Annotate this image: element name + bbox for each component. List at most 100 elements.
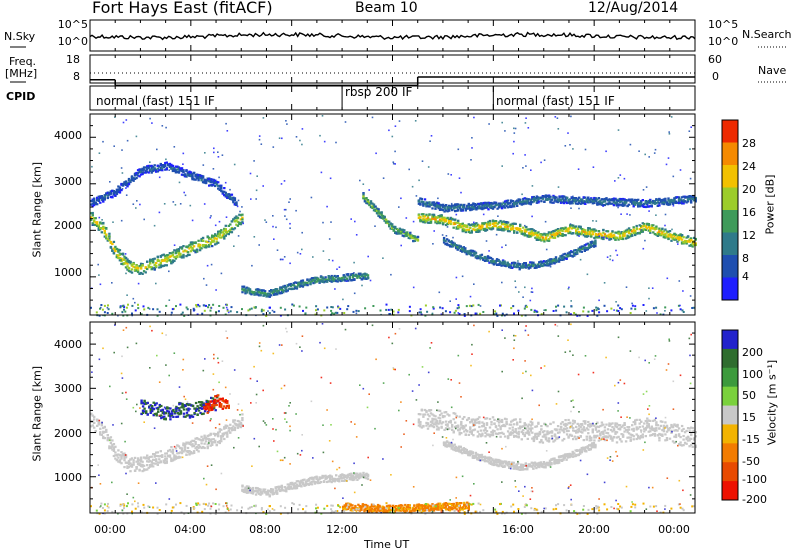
data-cell: [521, 266, 524, 269]
data-cell: [130, 271, 134, 274]
data-cell: [527, 267, 530, 270]
data-cell: [434, 221, 437, 224]
data-cell: [96, 224, 99, 227]
data-cell: [573, 226, 576, 230]
data-cell: [403, 231, 405, 233]
data-cell: [227, 406, 230, 409]
data-cell: [226, 309, 229, 312]
data-cell: [221, 192, 224, 195]
data-cell: [592, 220, 594, 222]
data-cell: [214, 404, 217, 407]
data-cell: [99, 221, 102, 224]
data-cell: [283, 286, 286, 289]
data-cell: [441, 203, 445, 206]
data-cell: [341, 279, 344, 282]
data-cell: [671, 237, 675, 240]
data-cell: [198, 249, 202, 252]
data-cell: [152, 168, 155, 171]
data-cell: [627, 231, 631, 234]
data-cell: [233, 216, 237, 219]
data-cell: [151, 122, 153, 124]
data-cell: [159, 168, 162, 171]
data-cell: [470, 231, 473, 234]
data-cell: [182, 169, 185, 172]
data-cell: [135, 466, 138, 469]
data-cell: [419, 218, 422, 221]
data-cell: [550, 198, 554, 201]
data-cell: [440, 208, 443, 211]
data-cell: [448, 218, 451, 221]
data-cell: [474, 313, 477, 316]
data-cell: [274, 487, 277, 490]
data-cell: [609, 237, 613, 241]
data-cell: [218, 230, 221, 233]
data-cell: [680, 238, 684, 241]
data-cell: [111, 282, 113, 284]
data-cell: [530, 291, 533, 293]
data-cell: [174, 251, 178, 255]
data-cell: [164, 163, 167, 166]
data-cell: [561, 227, 564, 230]
data-cell: [321, 115, 324, 117]
data-cell: [141, 463, 144, 466]
data-cell: [93, 197, 96, 200]
data-cell: [109, 439, 113, 442]
data-cell: [603, 236, 605, 238]
data-cell: [331, 312, 333, 315]
data-cell: [640, 229, 643, 232]
data-cell: [102, 227, 105, 230]
data-cell: [161, 125, 164, 127]
data-cell: [467, 202, 470, 205]
data-cell: [239, 223, 243, 226]
data-cell: [350, 273, 353, 276]
data-cell: [468, 251, 471, 254]
data-cell: [168, 169, 170, 171]
data-cell: [594, 236, 598, 239]
data-cell: [141, 405, 145, 408]
data-cell: [551, 259, 555, 262]
data-cell: [617, 304, 620, 307]
data-cell: [136, 270, 140, 274]
data-cell: [229, 427, 232, 430]
data-cell: [258, 244, 260, 246]
data-cell: [245, 491, 249, 494]
data-cell: [443, 205, 446, 208]
data-cell: [185, 450, 188, 453]
data-cell: [200, 407, 204, 410]
data-cell: [232, 428, 235, 431]
data-cell: [138, 175, 141, 178]
data-cell: [679, 235, 682, 238]
data-cell: [509, 265, 512, 268]
data-cell: [145, 411, 148, 415]
data-cell: [444, 209, 448, 212]
data-cell: [120, 252, 123, 256]
data-cell: [538, 238, 542, 241]
data-cell: [485, 206, 489, 209]
data-cell: [372, 205, 376, 208]
data-cell: [620, 200, 623, 203]
data-cell: [480, 256, 484, 260]
data-cell: [181, 406, 184, 409]
data-cell: [221, 190, 224, 193]
data-cell: [482, 311, 485, 313]
data-cell: [198, 176, 202, 180]
data-cell: [267, 310, 269, 312]
data-cell: [111, 439, 114, 442]
data-cell: [602, 198, 605, 201]
data-cell: [180, 449, 184, 452]
data-cell: [233, 198, 237, 201]
data-cell: [458, 313, 461, 315]
data-cell: [431, 201, 434, 204]
data-cell: [608, 233, 611, 236]
data-cell: [206, 236, 209, 239]
data-cell: [232, 196, 235, 199]
data-cell: [444, 218, 448, 221]
data-cell: [623, 232, 626, 235]
data-cell: [620, 203, 623, 206]
data-cell: [514, 286, 517, 289]
data-cell: [179, 402, 183, 405]
data-cell: [553, 229, 557, 232]
data-cell: [223, 187, 226, 190]
data-cell: [97, 263, 99, 266]
data-cell: [530, 261, 533, 264]
